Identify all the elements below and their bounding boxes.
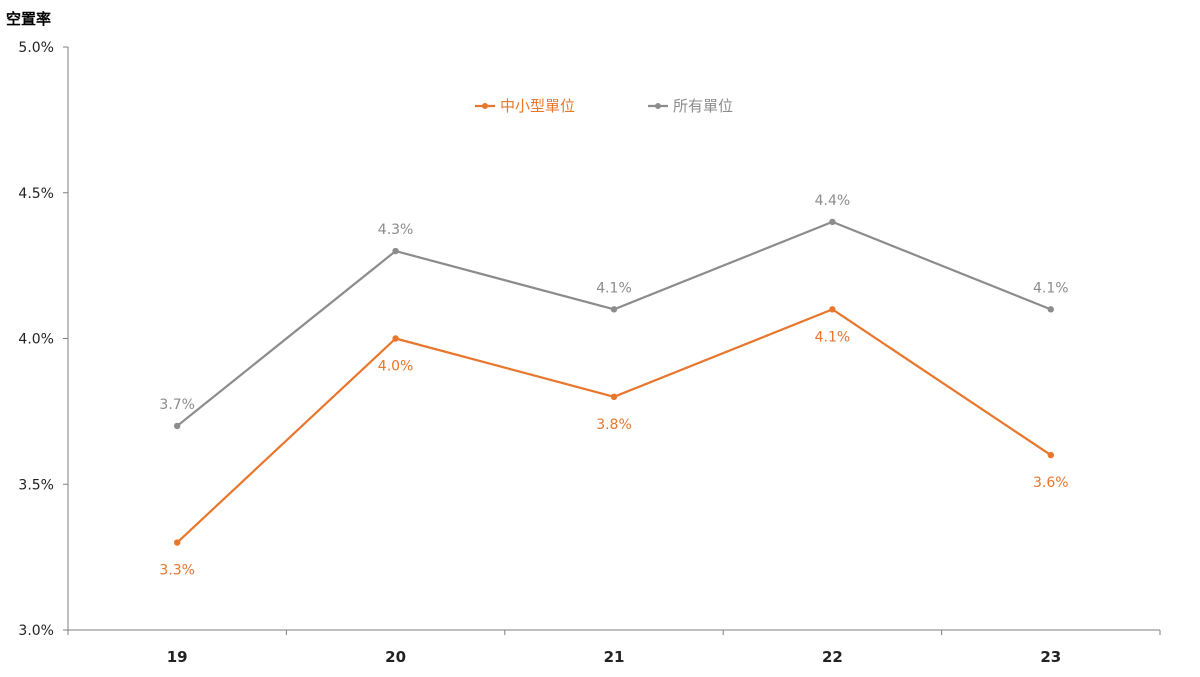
data-label: 4.1% (1033, 280, 1069, 296)
data-labels: 3.3% 4.0% 3.8% 4.1% 3.6% 3.7% 4.3% 4.1% 4.4% 4.1% (159, 193, 1068, 579)
x-tick-label: 19 (167, 648, 188, 666)
data-point (1047, 306, 1055, 313)
axes: 3.0% 3.5% 4.0% 4.5% 5.0% 19 20 21 22 23 (18, 40, 1161, 666)
data-label: 3.7% (159, 397, 195, 413)
data-point (174, 539, 181, 546)
legend: 中小型單位 所有單位 (475, 97, 733, 115)
data-label: 4.3% (378, 222, 414, 238)
data-point (610, 393, 618, 400)
series-group (174, 218, 1055, 546)
y-tick-label: 5.0% (18, 40, 54, 56)
data-point (610, 306, 618, 313)
data-label: 4.1% (596, 280, 632, 296)
x-tick-label: 22 (822, 648, 843, 666)
data-label: 3.8% (596, 417, 632, 433)
y-tick-label: 3.5% (18, 477, 54, 493)
y-tick-label: 3.0% (18, 623, 54, 639)
data-label: 3.3% (159, 563, 195, 579)
data-label: 3.6% (1033, 475, 1069, 491)
data-point (829, 306, 836, 313)
data-point (392, 247, 399, 255)
x-tick-label: 23 (1040, 648, 1061, 666)
legend-entry-label: 所有單位 (673, 97, 733, 115)
x-tick-label: 21 (604, 648, 625, 666)
legend-entry-label: 中小型單位 (500, 97, 575, 115)
data-point (392, 335, 399, 342)
data-point (174, 422, 181, 430)
legend-swatch-marker (482, 103, 488, 109)
y-axis-label: 空置率 (6, 10, 51, 28)
legend-swatch-marker (655, 103, 661, 109)
y-tick-label: 4.5% (18, 186, 54, 202)
x-tick-label: 20 (385, 648, 406, 666)
data-point (829, 218, 836, 226)
y-tick-label: 4.0% (18, 332, 54, 348)
data-label: 4.1% (815, 329, 851, 345)
data-label: 4.4% (815, 193, 851, 209)
data-label: 4.0% (378, 359, 414, 375)
data-point (1047, 451, 1055, 459)
